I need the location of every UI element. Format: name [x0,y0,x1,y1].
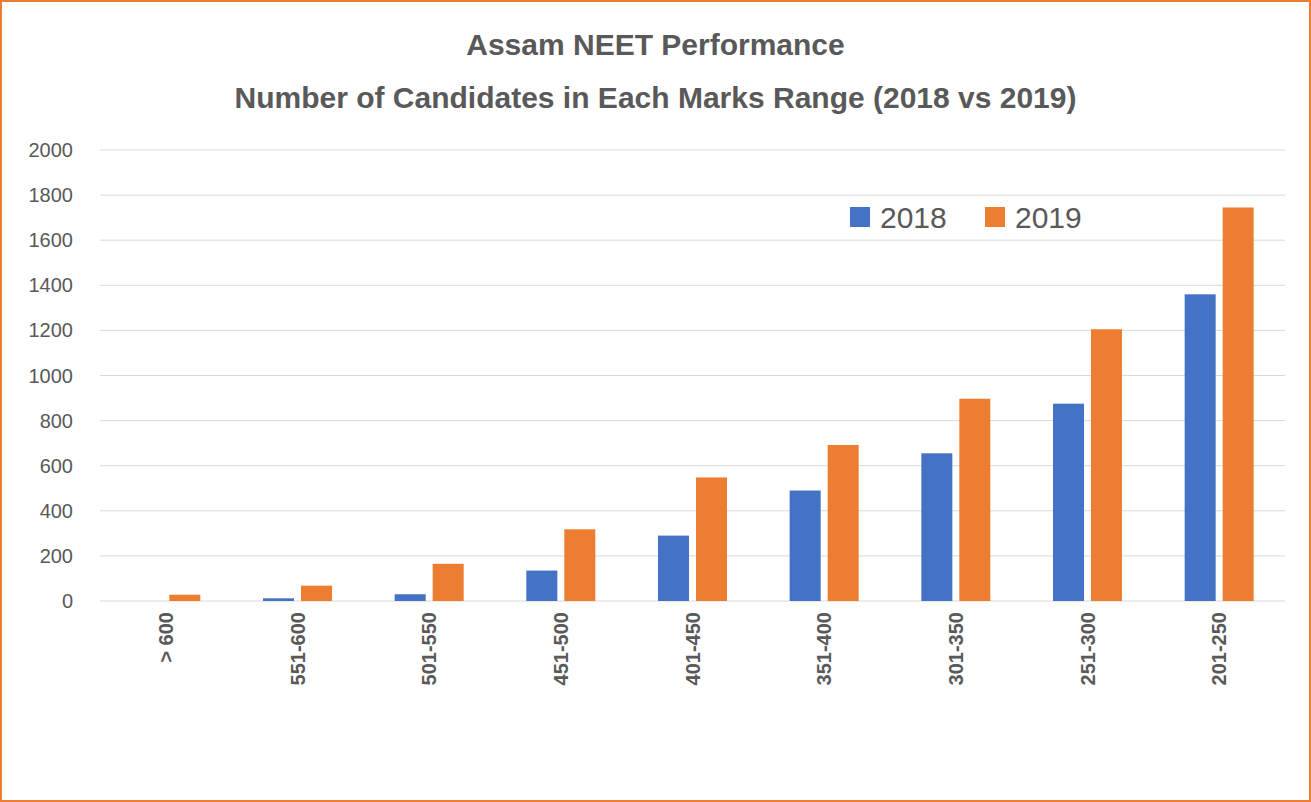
legend-swatch [985,207,1005,227]
x-tick-label: 251-300 [1077,612,1099,685]
bar [263,598,294,601]
x-tick-label: 201-250 [1208,612,1230,685]
grid-line [100,195,1285,196]
bar [790,491,821,601]
x-tick-label: > 600 [155,612,177,663]
y-tick-label: 1600 [29,229,74,251]
bar [169,595,200,601]
grid-line [100,150,1285,151]
y-tick-label: 0 [62,590,73,612]
y-tick-label: 400 [40,500,73,522]
chart-border [1,1,1310,801]
y-tick-label: 1200 [29,319,74,341]
y-tick-label: 800 [40,410,73,432]
x-tick-label: 301-350 [945,612,967,685]
bar [526,571,557,601]
chart-container: Assam NEET Performance Number of Candidat… [0,0,1311,802]
chart-title: Assam NEET Performance [466,28,845,61]
y-tick-label: 1400 [29,274,74,296]
bar [433,564,464,601]
y-tick-label: 2000 [29,139,74,161]
bar [959,399,990,601]
bar [1053,404,1084,601]
bar [301,586,332,601]
x-tick-label: 401-450 [682,612,704,685]
y-tick-label: 1800 [29,184,74,206]
x-tick-label: 551-600 [287,612,309,685]
y-tick-label: 1000 [29,365,74,387]
bar [828,445,859,601]
bar [1185,294,1216,601]
legend-label: 2018 [880,201,947,234]
bars [169,208,1253,601]
grid-line [100,285,1285,286]
bar [131,601,162,602]
chart-subtitle: Number of Candidates in Each Marks Range… [235,81,1077,114]
x-tick-label: 451-500 [550,612,572,685]
grid-line [100,240,1285,241]
y-tick-label: 200 [40,545,73,567]
bar [921,453,952,601]
x-tick-label: 351-400 [813,612,835,685]
bar [564,529,595,601]
bar [1091,329,1122,601]
bar [658,536,689,601]
chart-svg: Assam NEET Performance Number of Candidat… [0,0,1311,802]
legend-swatch [850,207,870,227]
bar [395,594,426,601]
y-tick-label: 600 [40,455,73,477]
legend-label: 2019 [1015,201,1082,234]
legend: 2018 2019 [850,201,1082,234]
bar [1223,208,1254,601]
x-tick-label: 501-550 [418,612,440,685]
bar [696,477,727,601]
